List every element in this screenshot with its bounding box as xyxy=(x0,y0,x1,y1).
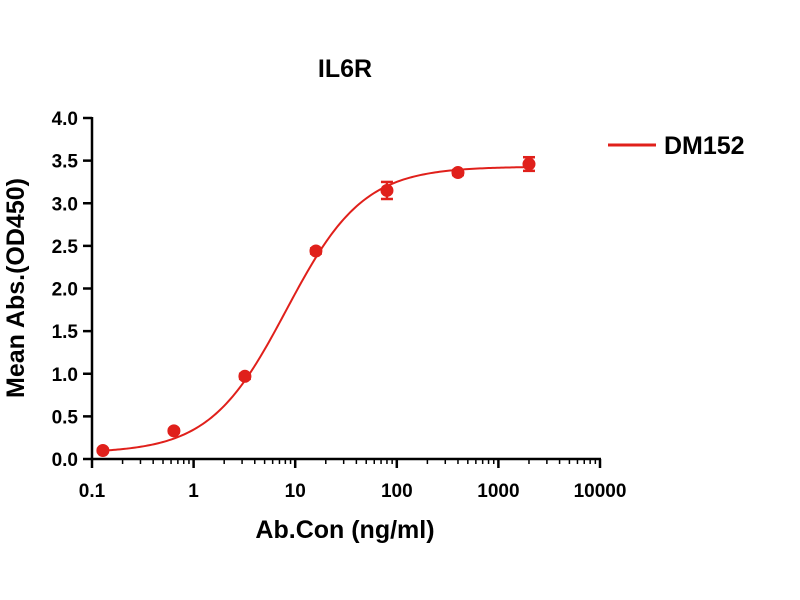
data-point xyxy=(96,443,110,457)
legend-label: DM152 xyxy=(664,132,745,160)
x-tick-label: 10000 xyxy=(574,481,627,502)
legend: DM152 xyxy=(608,132,745,160)
data-point xyxy=(167,424,181,438)
y-tick-label: 3.0 xyxy=(52,194,78,215)
data-point xyxy=(522,157,536,171)
fit-curve xyxy=(102,166,529,452)
x-tick-label: 1000 xyxy=(477,481,519,502)
x-axis-label: Ab.Con (ng/ml) xyxy=(255,516,434,544)
data-point xyxy=(380,183,394,197)
x-tick-label: 1 xyxy=(188,481,199,502)
chart-title: IL6R xyxy=(318,55,372,83)
y-axis-label: Mean Abs.(OD450) xyxy=(2,178,30,398)
y-tick-label: 3.5 xyxy=(52,152,79,173)
y-tick-label: 2.0 xyxy=(52,280,78,301)
x-tick-label: 10 xyxy=(285,481,306,502)
x-tick-label: 100 xyxy=(381,481,413,502)
y-tick-label: 1.0 xyxy=(52,365,78,386)
x-tick-label: 0.1 xyxy=(79,481,106,502)
data-point xyxy=(451,166,465,180)
y-tick-label: 1.5 xyxy=(52,322,79,343)
data-point xyxy=(238,369,252,383)
data-point xyxy=(309,244,323,258)
y-tick-label: 0.0 xyxy=(52,450,78,471)
plot-area xyxy=(96,155,536,457)
y-tick-label: 0.5 xyxy=(52,407,79,428)
y-axis: 0.0 0.5 1.0 1.5 2.0 2.5 3.0 3.5 4.0 xyxy=(52,109,94,471)
y-tick-label: 4.0 xyxy=(52,109,78,130)
x-axis: 0.1 1 10 100 1000 10000 xyxy=(79,457,627,502)
y-tick-label: 2.5 xyxy=(52,237,79,258)
